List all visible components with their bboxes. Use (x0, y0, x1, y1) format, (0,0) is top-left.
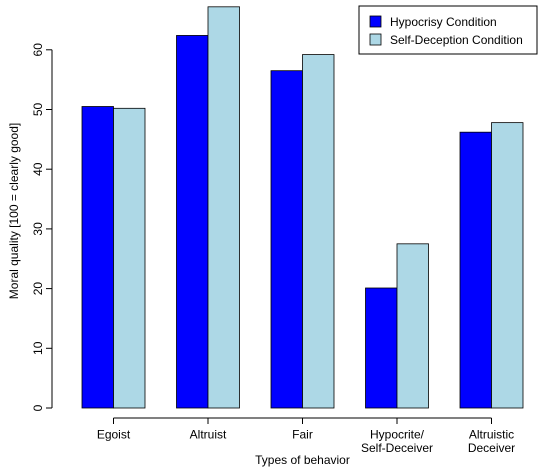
legend-swatch (369, 15, 382, 28)
y-tick-label: 0 (31, 404, 45, 411)
x-axis-title: Types of behavior (255, 453, 350, 467)
bar-hypocrisy-4 (459, 131, 492, 409)
x-axis: Egoist Altruist Fair Hypocrite/Self-Deceive… (97, 417, 515, 455)
bar-self-deception-1 (207, 6, 240, 409)
x-tick-label: Deceiver (468, 441, 515, 455)
y-tick-label: 20 (31, 282, 45, 296)
legend-box (358, 5, 538, 55)
x-tick-label: Hypocrite/ (370, 428, 425, 442)
x-tick-label: Altruistic (469, 428, 514, 442)
bar-self-deception-0 (113, 107, 146, 409)
y-axis-title: Moral quality [100 = clearly good] (7, 123, 21, 299)
y-axis: 0 10 20 30 40 50 60 (31, 43, 53, 411)
bar-hypocrisy-1 (176, 35, 209, 409)
y-tick-label: 30 (31, 222, 45, 236)
y-tick-label: 10 (31, 341, 45, 355)
x-tick-label: Altruist (190, 428, 227, 442)
legend-swatch (369, 33, 382, 46)
x-tick-label: Egoist (97, 428, 131, 442)
legend: Hypocrisy Condition Self-Deception Condit… (358, 5, 538, 55)
bar-self-deception-2 (302, 54, 335, 409)
bar-self-deception-3 (396, 243, 429, 409)
bar-self-deception-4 (491, 122, 524, 409)
y-tick-label: 60 (31, 43, 45, 57)
bar-hypocrisy-2 (270, 70, 303, 409)
y-tick-label: 50 (31, 103, 45, 117)
bar-hypocrisy-0 (81, 106, 114, 409)
x-tick-label: Fair (292, 428, 313, 442)
bar-hypocrisy-3 (365, 287, 398, 409)
legend-label: Self-Deception Condition (390, 33, 523, 47)
x-tick-label: Self-Deceiver (361, 441, 433, 455)
bars-layer (81, 6, 524, 409)
legend-label: Hypocrisy Condition (390, 15, 497, 29)
y-tick-label: 40 (31, 162, 45, 176)
